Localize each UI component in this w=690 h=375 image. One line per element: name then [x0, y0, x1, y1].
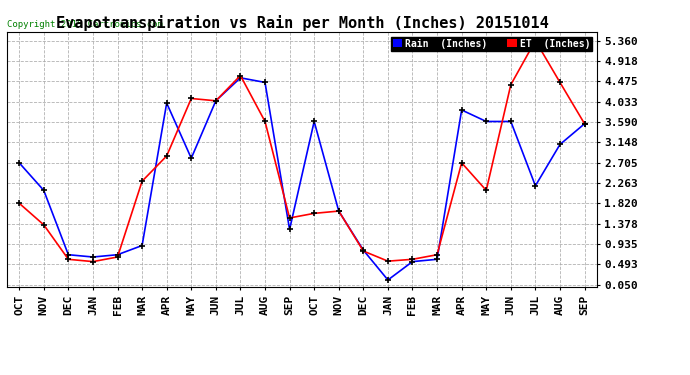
Text: Copyright 2015 Cartronics.com: Copyright 2015 Cartronics.com [7, 20, 163, 29]
Legend: Rain  (Inches), ET  (Inches): Rain (Inches), ET (Inches) [391, 37, 592, 51]
Title: Evapotranspiration vs Rain per Month (Inches) 20151014: Evapotranspiration vs Rain per Month (In… [55, 15, 549, 31]
